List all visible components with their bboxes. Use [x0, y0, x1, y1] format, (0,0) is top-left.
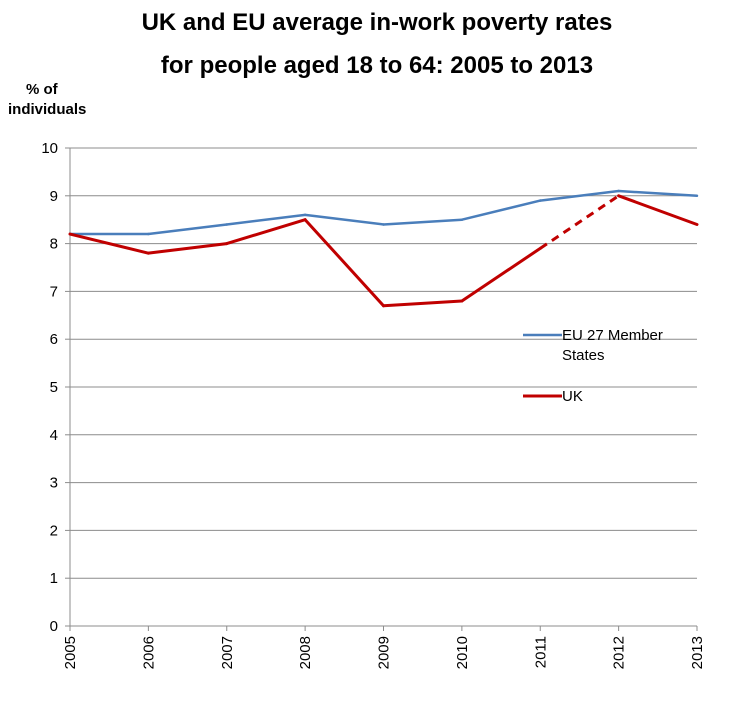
x-tick-label-2008: 2008	[297, 636, 314, 669]
y-tick-label-7: 7	[50, 283, 58, 300]
x-tick-label-2007: 2007	[219, 636, 236, 669]
y-axis-label: % of individuals	[8, 80, 86, 120]
series-uk-segment-2012-2013	[617, 194, 699, 226]
series-uk-segment-2011-2012	[539, 194, 620, 250]
x-tick-label-2012: 2012	[611, 636, 628, 669]
series-uk-segment-2009-2010	[382, 299, 464, 308]
series-eu27-segment-2009-2010	[382, 218, 464, 226]
series-uk-segment-2008-2009	[303, 218, 385, 308]
y-tick-label-10: 10	[41, 140, 58, 157]
x-tick-label-2006: 2006	[140, 636, 157, 669]
x-tick-label-2011: 2011	[532, 636, 549, 668]
legend-label-eu27-line-1: EU 27 Member	[562, 327, 663, 344]
chart-title-line-1: UK and EU average in-work poverty rates	[141, 9, 613, 36]
y-tick-label-0: 0	[50, 618, 58, 635]
y-tick-label-6: 6	[50, 331, 58, 348]
y-tick-label-4: 4	[50, 427, 58, 444]
series-eu27-segment-2011-2012	[539, 189, 620, 202]
y-tick-label-8: 8	[50, 236, 58, 253]
series-uk-segment-2010-2011	[460, 246, 542, 303]
legend-label-eu27-line-2: States	[562, 347, 605, 364]
series-eu27-segment-2006-2007	[147, 223, 228, 236]
series-eu27-segment-2012-2013	[617, 189, 699, 198]
y-tick-label-5: 5	[50, 379, 58, 396]
series-uk-segment-2005-2006	[68, 232, 150, 255]
x-tick-label-2010: 2010	[454, 636, 471, 669]
series-uk-segment-2006-2007	[146, 242, 229, 255]
x-tick-label-2009: 2009	[376, 636, 393, 669]
series-eu27-segment-2007-2008	[225, 213, 307, 226]
chart-title-line-2: for people aged 18 to 64: 2005 to 2013	[160, 52, 594, 79]
x-tick-label-2005: 2005	[62, 636, 79, 669]
series-uk-segment-2007-2008	[225, 218, 307, 246]
series-eu27-segment-2010-2011	[460, 199, 542, 221]
x-tick-label-2013: 2013	[689, 636, 706, 669]
y-tick-label-1: 1	[50, 570, 58, 587]
y-tick-label-9: 9	[50, 188, 58, 205]
legend-label-uk: UK	[562, 388, 583, 405]
y-tick-label-2: 2	[50, 522, 58, 539]
y-axis-label-line-1: % of	[26, 81, 58, 98]
series-eu27-segment-2008-2009	[303, 213, 385, 226]
y-axis-label-line-2: individuals	[8, 101, 87, 118]
y-tick-label-3: 3	[50, 475, 58, 492]
